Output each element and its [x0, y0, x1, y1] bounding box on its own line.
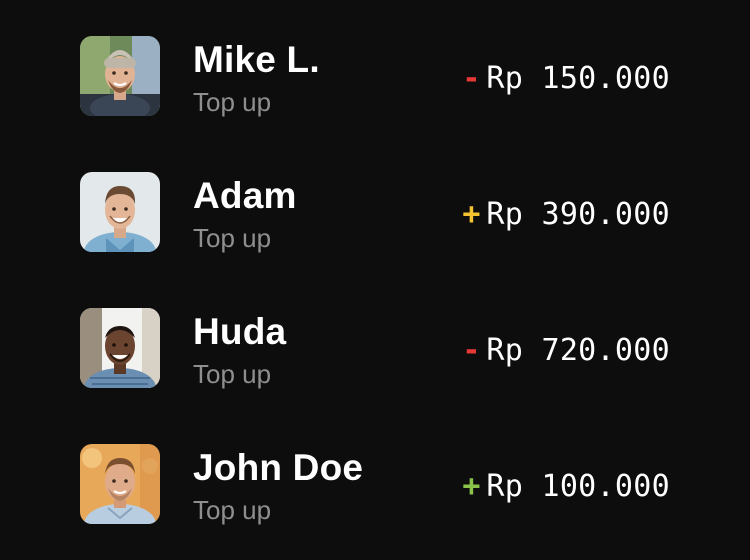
- transaction-row-john-doe[interactable]: John Doe Top up + Rp 100.000: [0, 444, 750, 525]
- transaction-row-huda[interactable]: Huda Top up - Rp 720.000: [0, 308, 750, 389]
- contact-name: Adam: [193, 175, 297, 216]
- transaction-amount: + Rp 100.000: [460, 466, 670, 506]
- avatar-photo-icon: [80, 444, 160, 524]
- contact-name: Huda: [193, 311, 287, 352]
- amount-value: Rp 100.000: [486, 468, 670, 504]
- contact-name: John Doe: [193, 447, 364, 488]
- transaction-row-adam[interactable]: Adam Top up + Rp 390.000: [0, 172, 750, 253]
- transaction-type: Top up: [193, 359, 272, 389]
- plus-icon: +: [462, 468, 481, 504]
- amount-value: Rp 150.000: [486, 60, 670, 96]
- transaction-type: Top up: [193, 495, 272, 525]
- amount-value: Rp 720.000: [486, 332, 670, 368]
- avatar: [80, 36, 160, 116]
- avatar: [80, 444, 160, 524]
- avatar-photo-icon: [80, 36, 160, 116]
- transaction-row-mike[interactable]: Mike L. Top up - Rp 150.000: [0, 36, 750, 117]
- contact-name: Mike L.: [193, 39, 320, 80]
- avatar-photo-icon: [80, 172, 160, 252]
- amount-value: Rp 390.000: [486, 196, 670, 232]
- transaction-type: Top up: [193, 87, 272, 117]
- avatar: [80, 308, 160, 388]
- minus-icon: -: [462, 332, 481, 368]
- transaction-type: Top up: [193, 223, 272, 253]
- avatar: [80, 172, 160, 252]
- avatar-photo-icon: [80, 308, 160, 388]
- minus-icon: -: [462, 60, 481, 96]
- transaction-amount: - Rp 720.000: [460, 330, 670, 370]
- transaction-amount: + Rp 390.000: [460, 194, 670, 234]
- transaction-amount: - Rp 150.000: [460, 58, 670, 98]
- plus-icon: +: [462, 196, 481, 232]
